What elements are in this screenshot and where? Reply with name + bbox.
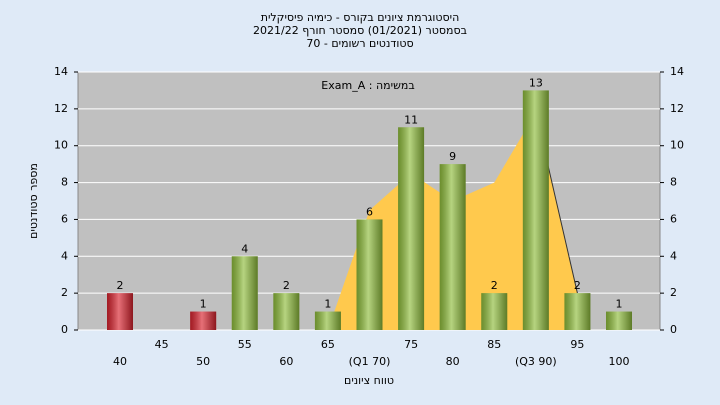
value-label: 11 bbox=[404, 113, 418, 126]
x-tick-label: 50 bbox=[196, 355, 210, 368]
x-tick-label: (Q1 70) bbox=[349, 355, 391, 368]
y2-tick-label: 8 bbox=[670, 176, 677, 189]
x-tick-label: 60 bbox=[279, 355, 293, 368]
x-tick-label: (Q3 90) bbox=[515, 355, 557, 368]
y2-tick-label: 0 bbox=[670, 323, 677, 336]
y-tick-label: 6 bbox=[61, 212, 68, 225]
value-label: 2 bbox=[574, 279, 581, 292]
x-tick-label: 55 bbox=[238, 338, 252, 351]
value-label: 4 bbox=[241, 242, 248, 255]
y-tick-label: 8 bbox=[61, 176, 68, 189]
bar-shade bbox=[564, 293, 591, 330]
x-tick-label: 80 bbox=[446, 355, 460, 368]
y-tick-label: 12 bbox=[54, 102, 68, 115]
y-tick-label: 4 bbox=[61, 249, 68, 262]
y-axis-label: מספר סטודנטים bbox=[27, 163, 40, 239]
chart-title: סטודנטים רשומים - 70 bbox=[306, 37, 413, 50]
y-tick-label: 0 bbox=[61, 323, 68, 336]
y-tick-label: 10 bbox=[54, 139, 68, 152]
bar-shade bbox=[522, 90, 549, 330]
bar-shade bbox=[314, 311, 341, 330]
bar-shade bbox=[190, 311, 217, 330]
value-label: 9 bbox=[449, 150, 456, 163]
value-label: 2 bbox=[491, 279, 498, 292]
y2-tick-label: 12 bbox=[670, 102, 684, 115]
x-tick-label: 40 bbox=[113, 355, 127, 368]
bar-shade bbox=[606, 311, 632, 330]
value-label: 13 bbox=[529, 76, 543, 89]
value-label: 1 bbox=[324, 298, 331, 311]
y2-tick-label: 6 bbox=[670, 212, 677, 225]
value-label: 1 bbox=[200, 298, 207, 311]
value-label: 2 bbox=[283, 279, 290, 292]
y2-tick-label: 10 bbox=[670, 139, 684, 152]
chart-title: בסמסטר (01/2021) סמסטר חורף 2021/22 bbox=[253, 24, 467, 37]
y2-tick-label: 2 bbox=[670, 286, 677, 299]
y-tick-label: 14 bbox=[54, 65, 68, 78]
bar-shade bbox=[481, 293, 508, 330]
bar-shade bbox=[107, 293, 133, 330]
chart-title: היסטוגרמת ציונים בקורס - כימיה פיסיקלית bbox=[261, 11, 460, 24]
x-tick-label: 100 bbox=[609, 355, 630, 368]
value-label: 2 bbox=[117, 279, 124, 292]
annotation: במשימה : Exam_A bbox=[321, 79, 414, 92]
y-tick-label: 2 bbox=[61, 286, 68, 299]
y2-tick-label: 14 bbox=[670, 65, 684, 78]
bar-shade bbox=[231, 256, 258, 330]
x-tick-label: 75 bbox=[404, 338, 418, 351]
x-tick-label: 65 bbox=[321, 338, 335, 351]
bar-shade bbox=[398, 127, 425, 331]
x-tick-label: 95 bbox=[570, 338, 584, 351]
x-tick-label: 45 bbox=[155, 338, 169, 351]
value-label: 6 bbox=[366, 205, 373, 218]
bar-shade bbox=[356, 219, 383, 330]
value-label: 1 bbox=[616, 298, 623, 311]
bar-shade bbox=[439, 164, 466, 330]
y2-tick-label: 4 bbox=[670, 249, 677, 262]
bar-shade bbox=[273, 293, 300, 330]
x-axis-label: טווח ציונים bbox=[344, 374, 394, 387]
x-tick-label: 85 bbox=[487, 338, 501, 351]
